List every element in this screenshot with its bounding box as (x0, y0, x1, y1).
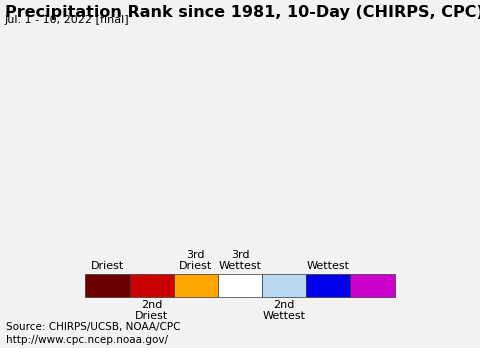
Text: Wettest: Wettest (307, 261, 350, 271)
Text: Source: CHIRPS/UCSB, NOAA/CPC: Source: CHIRPS/UCSB, NOAA/CPC (6, 322, 180, 332)
Bar (262, 274, 306, 298)
Text: 3rd
Driest: 3rd Driest (179, 250, 213, 271)
Text: 2nd
Driest: 2nd Driest (135, 300, 168, 321)
Bar (350, 274, 395, 298)
Text: Driest: Driest (91, 261, 124, 271)
Bar (130, 274, 174, 298)
Bar (306, 274, 350, 298)
Text: http://www.cpc.ncep.noaa.gov/: http://www.cpc.ncep.noaa.gov/ (6, 335, 168, 345)
Bar (218, 274, 262, 298)
Bar (85, 274, 130, 298)
Text: 2nd
Wettest: 2nd Wettest (263, 300, 306, 321)
Text: 3rd
Wettest: 3rd Wettest (218, 250, 262, 271)
Bar (174, 274, 218, 298)
Text: Jul. 1 - 10, 2022 [final]: Jul. 1 - 10, 2022 [final] (5, 15, 130, 25)
Text: Precipitation Rank since 1981, 10-Day (CHIRPS, CPC): Precipitation Rank since 1981, 10-Day (C… (5, 5, 480, 20)
